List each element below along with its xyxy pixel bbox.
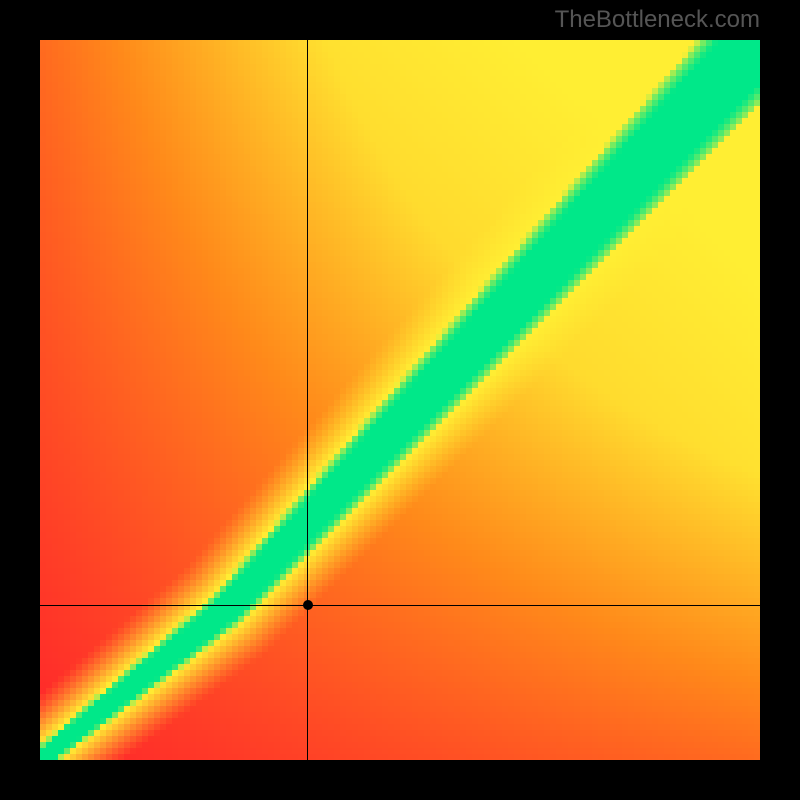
heatmap-canvas [40, 40, 760, 760]
heatmap-plot [40, 40, 760, 760]
crosshair-vertical [307, 40, 308, 760]
watermark-text: TheBottleneck.com [555, 6, 760, 34]
crosshair-horizontal [40, 605, 760, 606]
crosshair-dot [303, 600, 313, 610]
chart-frame: TheBottleneck.com [0, 0, 800, 800]
